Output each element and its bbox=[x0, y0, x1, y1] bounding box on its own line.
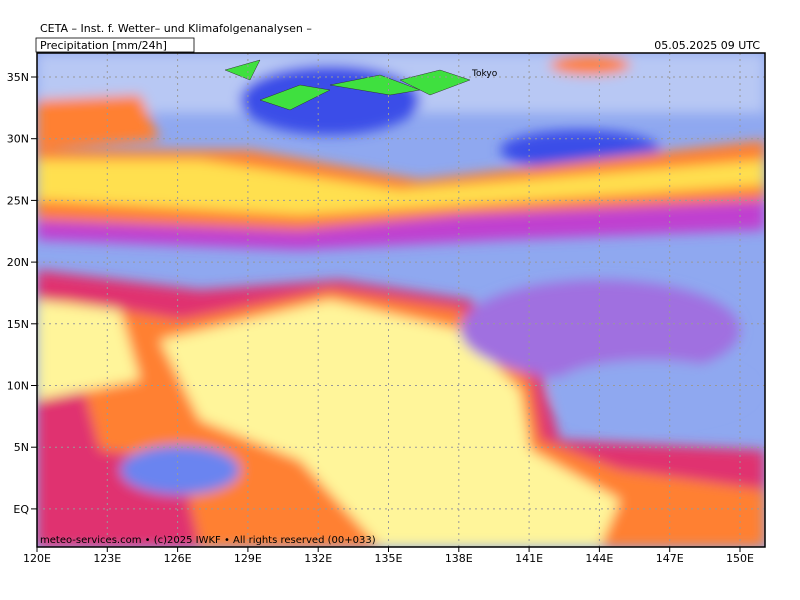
lat-label: 15N bbox=[7, 318, 29, 331]
lon-label: 129E bbox=[234, 552, 262, 565]
product-box bbox=[35, 37, 195, 53]
lon-label: 144E bbox=[585, 552, 613, 565]
lat-label: 10N bbox=[7, 380, 29, 393]
lat-label: 20N bbox=[7, 256, 29, 269]
lon-label: 138E bbox=[445, 552, 473, 565]
place-label: Tokyo bbox=[471, 69, 498, 79]
lat-label: 35N bbox=[7, 71, 29, 84]
footer: meteo-services.com • (c)2025 IWKF • All … bbox=[40, 535, 376, 546]
precip-field bbox=[37, 53, 765, 547]
landmass bbox=[224, 59, 471, 111]
institute-title: CETA – Inst. f. Wetter– und Klimafolgena… bbox=[40, 22, 312, 35]
valid-time: 05.05.2025 09 UTC bbox=[654, 39, 760, 52]
lon-label: 120E bbox=[23, 552, 51, 565]
lon-label: 141E bbox=[515, 552, 543, 565]
product-title: Precipitation [mm/24h] bbox=[40, 39, 167, 52]
lon-label: 126E bbox=[164, 552, 192, 565]
lon-label: 147E bbox=[656, 552, 684, 565]
lat-label: 5N bbox=[14, 441, 29, 454]
lon-label: 135E bbox=[375, 552, 403, 565]
lon-label: 150E bbox=[726, 552, 754, 565]
lon-label: 123E bbox=[93, 552, 121, 565]
lon-label: 132E bbox=[304, 552, 332, 565]
lat-label: 25N bbox=[7, 194, 29, 207]
lat-label: 30N bbox=[7, 133, 29, 146]
map-frame bbox=[36, 52, 766, 548]
lat-label: EQ bbox=[13, 503, 29, 516]
